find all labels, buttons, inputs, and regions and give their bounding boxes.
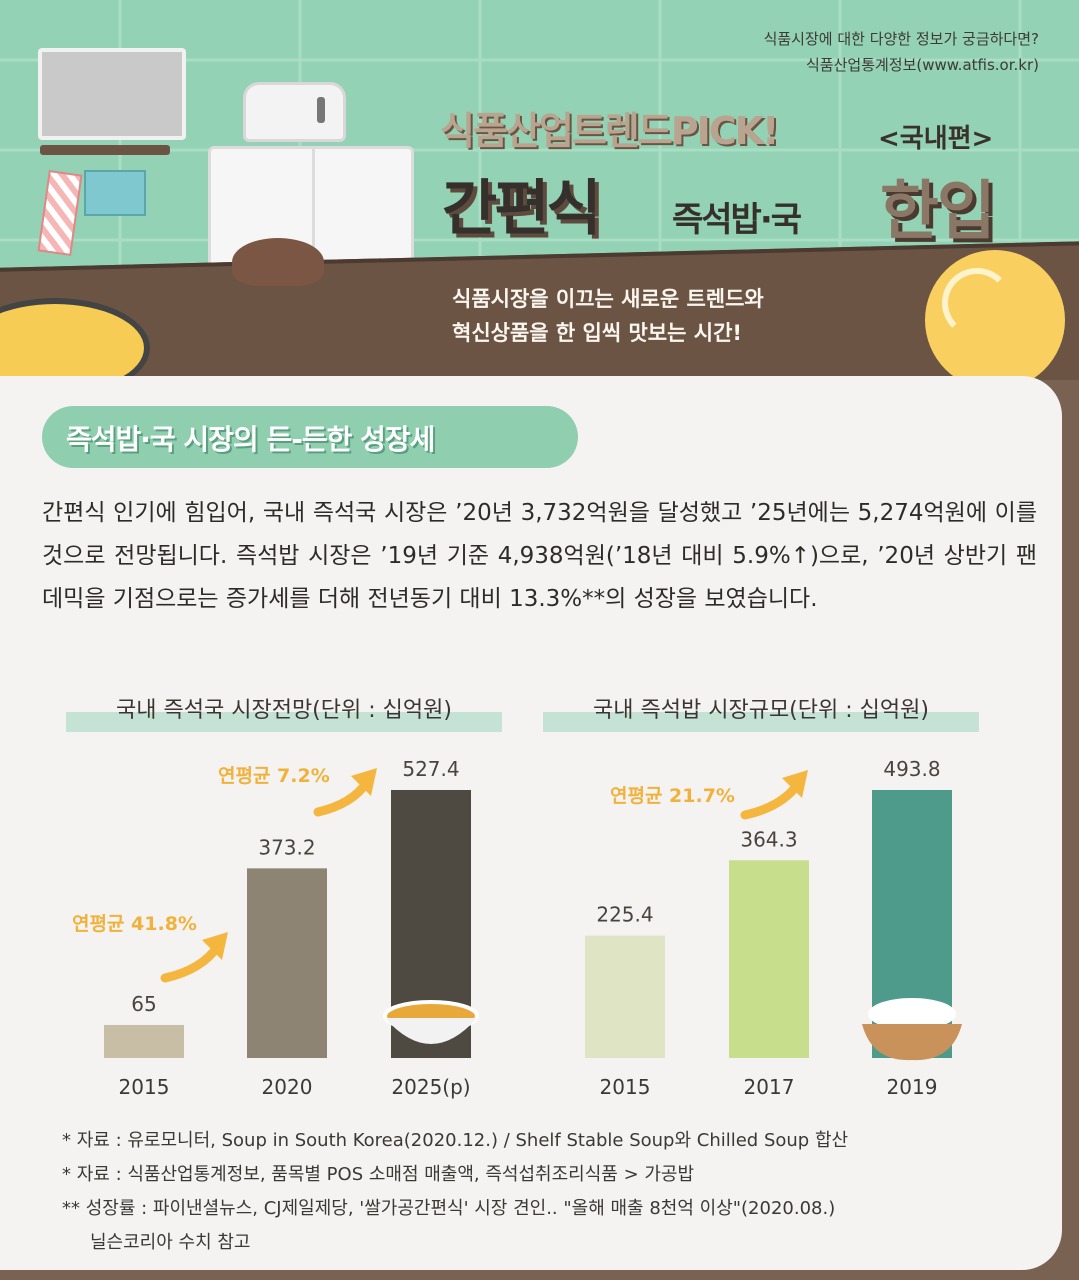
main-title-part3: 한입	[880, 175, 996, 249]
header-illustration: 식품시장에 대한 다양한 정보가 궁금하다면? 식품산업통계정보(www.atf…	[0, 0, 1079, 380]
chart2-category-label: 2015	[600, 1075, 651, 1099]
footnote-1: * 자료 : 유로모니터, Soup in South Korea(2020.1…	[62, 1130, 849, 1151]
tagline-line2: 혁신상품을 한 입씩 맛보는 시간!	[452, 321, 742, 345]
rice-icon	[868, 998, 956, 1030]
body-paragraph: 간편식 인기에 힘입어, 국내 즉석국 시장은 ’20년 3,732억원을 달성…	[42, 500, 1037, 612]
chart1-value-label: 373.2	[258, 835, 315, 859]
chart2-value-label: 364.3	[740, 827, 797, 851]
rice-bowl-icon	[862, 1024, 962, 1061]
growth-arrowhead-icon	[782, 770, 808, 798]
chart1-category-label: 2020	[262, 1075, 313, 1099]
edition-label: <국내편>	[878, 124, 994, 154]
main-title-part2: 즉석밥·국	[672, 200, 802, 240]
towel-rail	[40, 145, 170, 155]
chart2-value-label: 493.8	[883, 757, 940, 781]
chart1-value-label: 65	[131, 992, 156, 1016]
chart1-cagr-label: 연평균 41.8%	[72, 913, 197, 935]
toaster	[243, 82, 346, 142]
footnote-3: ** 성장률 : 파이낸셜뉴스, CJ제일제당, '쌀가공간편식' 시장 견인.…	[62, 1198, 836, 1219]
chart1-bar-2020	[247, 868, 327, 1058]
chart2-cagr-label: 연평균 21.7%	[610, 785, 735, 807]
chart1-title: 국내 즉석국 시장전망(단위 : 십억원)	[116, 698, 452, 723]
chart1-bar-2015	[104, 1024, 184, 1058]
chart2-category-label: 2017	[744, 1075, 795, 1099]
growth-arrowhead-icon	[202, 932, 228, 960]
dog-illustration	[232, 238, 324, 286]
chart1-cagr-label: 연평균 7.2%	[218, 765, 330, 787]
chart1-value-label: 527.4	[402, 757, 459, 781]
chart2-bar-2015	[585, 935, 665, 1058]
chart1-title-underline	[66, 712, 502, 732]
chart1-category-label: 2015	[119, 1075, 170, 1099]
plate-highlight	[942, 268, 1012, 338]
source-note-line1: 식품시장에 대한 다양한 정보가 궁금하다면?	[763, 30, 1039, 48]
series-title: 식품산업트렌드PICK!	[440, 109, 779, 153]
chart2-bar-2017	[729, 860, 809, 1058]
footnotes: * 자료 : 유로모니터, Soup in South Korea(2020.1…	[62, 1124, 848, 1260]
chart2-value-label: 225.4	[596, 903, 653, 927]
main-title-part1: 간편식	[442, 174, 602, 244]
footnote-2: * 자료 : 식품산업통계정보, 품목별 POS 소매점 매출액, 즉석섭취조리…	[62, 1164, 695, 1185]
soup-bowl-base-icon	[385, 1018, 477, 1044]
section-title: 즉석밥·국 시장의 든-든한 성장세	[66, 423, 435, 456]
source-note-line2: 식품산업통계정보(www.atfis.or.kr)	[806, 56, 1039, 74]
blue-towel	[84, 170, 146, 216]
tagline: 식품시장을 이끄는 새로운 트렌드와 혁신상품을 한 입씩 맛보는 시간!	[452, 282, 764, 350]
chart2-title-underline	[543, 712, 979, 732]
wall-shelf	[38, 48, 186, 140]
growth-arrow-icon	[740, 779, 803, 820]
growth-arrow-icon	[160, 941, 223, 983]
chart1-category-label: 2025(p)	[391, 1075, 470, 1099]
chart2-category-label: 2019	[887, 1075, 938, 1099]
chart2-title: 국내 즉석밥 시장규모(단위 : 십억원)	[593, 698, 929, 723]
source-note: 식품시장에 대한 다양한 정보가 궁금하다면? 식품산업통계정보(www.atf…	[764, 26, 1039, 78]
tagline-line1: 식품시장을 이끄는 새로운 트렌드와	[452, 287, 764, 311]
section-title-pill	[42, 406, 578, 468]
footnote-4: 닐슨코리아 수치 참고	[90, 1232, 251, 1253]
growth-arrowhead-icon	[351, 768, 377, 796]
